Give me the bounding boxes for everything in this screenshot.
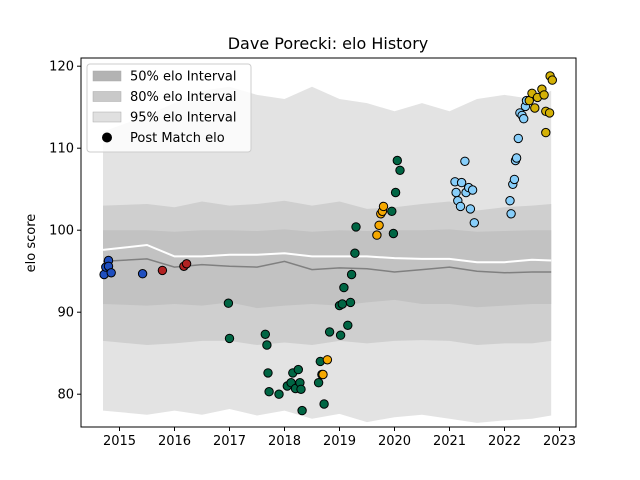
data-point-s2-32 xyxy=(392,155,402,166)
plot-inner xyxy=(99,71,557,423)
y-tick-label-90: 90 xyxy=(57,306,74,321)
x-tick-label-2023: 2023 xyxy=(543,434,576,449)
data-point-s2-26 xyxy=(346,269,357,280)
data-point-s4-20 xyxy=(519,114,529,124)
data-point-s0-4 xyxy=(106,268,116,278)
data-point-s2-28 xyxy=(351,222,361,232)
data-point-s3-3 xyxy=(374,220,384,231)
data-point-s4-4 xyxy=(456,177,467,188)
data-point-s3-1 xyxy=(322,355,333,365)
data-point-s1-2 xyxy=(181,259,192,269)
data-point-s2-21 xyxy=(335,330,346,340)
axes-frame xyxy=(80,57,577,428)
x-tick-label-2022: 2022 xyxy=(488,434,521,449)
data-point-s2-6 xyxy=(274,389,284,399)
y-tick-label-110: 110 xyxy=(49,142,74,157)
legend: 50% elo Interval 80% elo Interval 95% elo … xyxy=(86,63,252,153)
y-axis-label: elo score xyxy=(24,214,39,273)
data-point-s5-7 xyxy=(541,127,551,138)
legend-label-3: Post Match elo xyxy=(130,131,225,146)
legend-label-1: 80% elo Interval xyxy=(130,90,237,105)
y-tick-label-100: 100 xyxy=(49,224,74,239)
data-point-s4-14 xyxy=(509,174,520,185)
data-point-s0-5 xyxy=(137,269,148,279)
data-point-s2-33 xyxy=(395,165,405,176)
data-point-s4-16 xyxy=(511,153,522,163)
x-tick-label-2016: 2016 xyxy=(158,434,191,449)
legend-label-0: 50% elo Interval xyxy=(130,70,237,85)
data-point-s2-30 xyxy=(388,228,399,239)
data-point-s2-11 xyxy=(293,364,303,375)
data-point-s4-10 xyxy=(469,218,479,228)
elo-line-1 xyxy=(102,258,552,274)
data-point-s4-1 xyxy=(451,187,461,198)
y-tick-label-120: 120 xyxy=(49,60,74,75)
x-tick-label-2015: 2015 xyxy=(103,434,136,449)
data-point-s2-3 xyxy=(262,340,272,350)
x-tick-label-2019: 2019 xyxy=(323,434,356,449)
data-point-s5-2 xyxy=(530,103,540,113)
data-point-s2-19 xyxy=(324,327,335,337)
legend-swatch-2 xyxy=(92,111,122,123)
data-point-s2-18 xyxy=(319,399,329,409)
data-point-s1-0 xyxy=(157,265,168,276)
data-point-s4-17 xyxy=(513,133,523,144)
data-point-s2-5 xyxy=(264,387,274,397)
data-point-s2-0 xyxy=(223,298,234,308)
data-point-s2-2 xyxy=(260,329,270,339)
legend-marker-3 xyxy=(102,132,112,143)
data-point-s2-25 xyxy=(345,297,356,308)
data-point-s2-1 xyxy=(224,333,235,344)
data-point-s2-15 xyxy=(313,378,324,388)
data-point-s2-4 xyxy=(263,368,273,378)
data-point-s2-27 xyxy=(350,248,360,258)
x-tick-label-2021: 2021 xyxy=(433,434,466,449)
x-tick-label-2020: 2020 xyxy=(378,434,411,449)
data-point-s5-5 xyxy=(539,90,549,100)
data-point-s4-12 xyxy=(506,209,516,219)
data-point-s4-11 xyxy=(505,196,515,206)
elo-line-0 xyxy=(102,243,552,264)
legend-swatch-1 xyxy=(92,91,122,102)
data-point-s3-2 xyxy=(372,230,382,240)
x-tick-label-2017: 2017 xyxy=(213,434,246,449)
data-point-s2-31 xyxy=(390,187,401,198)
y-tick-label-80: 80 xyxy=(57,388,74,403)
chart-title: Dave Porecki: elo History xyxy=(228,34,429,53)
data-point-s2-29 xyxy=(387,206,397,217)
plot-area: 2015 2016 2017 2018 2019 2020 2021 2022 2023 80 90… xyxy=(49,57,577,449)
legend-swatch-0 xyxy=(92,70,122,82)
data-point-s2-22 xyxy=(337,299,347,309)
data-point-s3-6 xyxy=(378,201,389,212)
data-point-s4-5 xyxy=(460,156,470,167)
data-point-s2-23 xyxy=(339,282,349,293)
data-point-s4-8 xyxy=(465,204,476,214)
data-point-s3-0 xyxy=(318,369,328,380)
x-tick-label-2018: 2018 xyxy=(268,434,301,449)
data-point-s4-3 xyxy=(455,201,466,212)
legend-box xyxy=(86,63,252,153)
data-point-s5-10 xyxy=(547,75,557,85)
data-point-s4-9 xyxy=(467,185,478,195)
data-point-s2-14 xyxy=(297,405,307,416)
data-point-s2-24 xyxy=(343,320,353,330)
data-point-s5-8 xyxy=(544,108,555,118)
data-point-s2-13 xyxy=(296,384,306,394)
legend-label-2: 95% elo Interval xyxy=(130,111,237,126)
